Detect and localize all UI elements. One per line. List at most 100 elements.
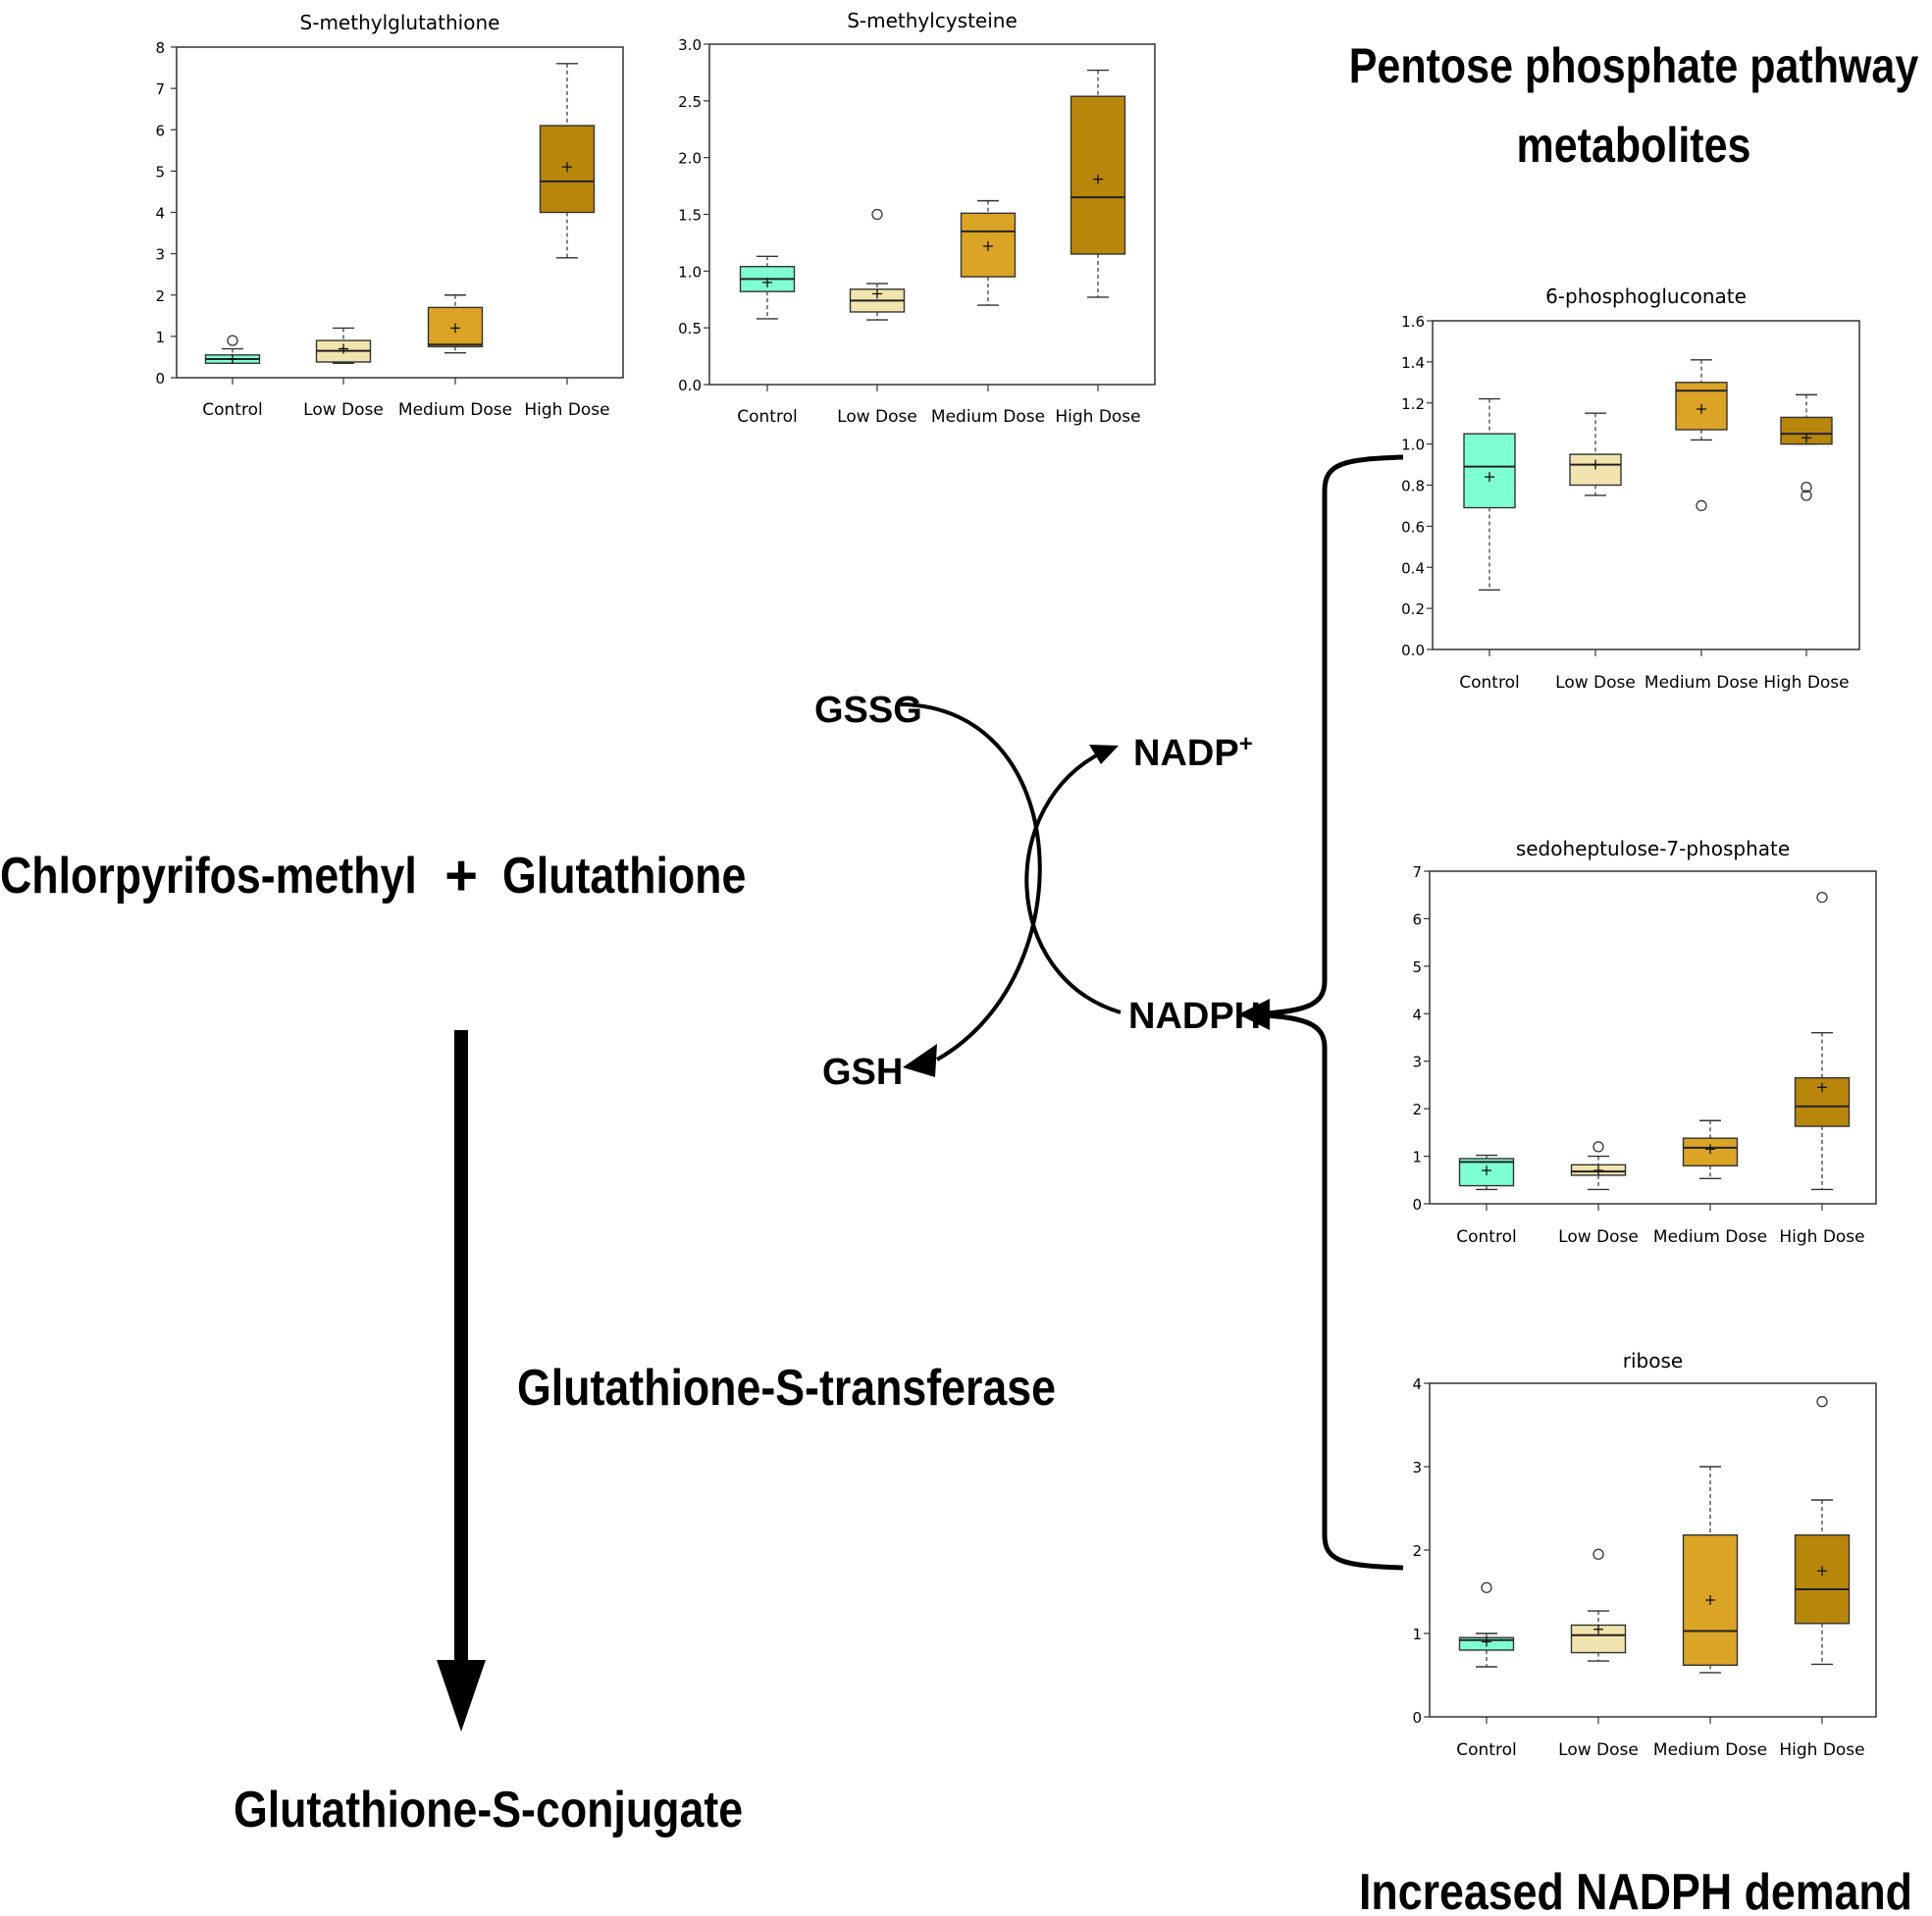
outlier-point	[1816, 1396, 1828, 1408]
box-iqr	[1794, 1533, 1851, 1625]
x-tick-label: Medium Dose	[1653, 1740, 1767, 1760]
footer-label: Increased NADPH demand	[1359, 1864, 1912, 1916]
y-tick-label: 1	[155, 329, 165, 346]
reactant-glutathione: Glutathione	[502, 848, 746, 905]
y-tick-label: 0.4	[1401, 559, 1425, 577]
outlier-point	[1593, 1548, 1604, 1560]
x-tick-label: High Dose	[1779, 1740, 1864, 1760]
y-tick-label: 0.5	[678, 320, 702, 337]
outlier-point	[1801, 490, 1812, 501]
x-tick-label: Low Dose	[303, 400, 384, 420]
chart-title: S-methylglutathione	[300, 11, 500, 34]
y-tick-label: 8	[155, 39, 165, 57]
enzyme-label: Glutathione-S-transferase	[517, 1360, 1056, 1417]
nadp-superscript: +	[1239, 731, 1253, 757]
y-tick-label: 0.0	[1401, 642, 1425, 659]
y-tick-label: 0.0	[678, 377, 702, 394]
y-tick-label: 1.4	[1401, 354, 1425, 372]
x-tick-label: Low Dose	[1558, 1740, 1639, 1760]
chart-title: S-methylcysteine	[847, 9, 1018, 32]
plus-sign: +	[444, 844, 478, 907]
y-tick-label: 3	[1412, 1054, 1422, 1071]
nadph-to-nadp-arrow	[1024, 750, 1122, 1014]
x-tick-label: High Dose	[1055, 407, 1140, 427]
outlier-point	[227, 335, 238, 346]
chart-title: 6-phosphogluconate	[1545, 285, 1747, 308]
y-tick-label: 4	[155, 205, 165, 223]
x-tick-label: High Dose	[524, 400, 609, 420]
x-tick-label: High Dose	[1779, 1227, 1864, 1247]
x-tick-label: Low Dose	[1555, 673, 1636, 693]
chart-s-methylcysteine: S-methylcysteine 0.0 0.5 1.0 1.5 2.0 2.5 3.0 Con…	[678, 9, 1156, 427]
outlier-point	[1481, 1581, 1492, 1593]
y-tick-label: 1.2	[1401, 395, 1425, 413]
y-tick-label: 6	[155, 122, 165, 139]
y-tick-label: 1.6	[1401, 313, 1425, 331]
reaction-arrow-shaft	[454, 1030, 468, 1668]
y-tick-label: 1	[1412, 1149, 1422, 1166]
reaction-arrow-head	[437, 1660, 486, 1732]
y-tick-label: 0	[1412, 1196, 1422, 1214]
pathway-title-line1: Pentose phosphate pathway	[1349, 38, 1919, 93]
gsh-arrowhead	[903, 1044, 937, 1077]
nadph-label: NADPH	[1128, 996, 1261, 1037]
chart-sedoheptulose-7-phosphate: sedoheptulose-7-phosphate 0 1 2 3 4 5 6 7 Control…	[1412, 837, 1877, 1247]
outlier-point	[871, 208, 883, 221]
y-tick-label: 2.0	[678, 150, 702, 168]
y-tick-label: 1.0	[1401, 437, 1425, 454]
y-tick-label: 5	[155, 163, 165, 181]
outlier-point	[1696, 499, 1707, 512]
y-tick-label: 5	[1412, 958, 1422, 976]
reactant-chlorpyrifos-methyl: Chlorpyrifos-methyl	[0, 848, 417, 905]
y-tick-label: 0.6	[1401, 518, 1425, 536]
y-tick-label: 1	[1412, 1626, 1422, 1643]
chart-ribose: ribose 0 1 2 3 4 Control Low Dose Medium Dose Hig…	[1412, 1349, 1877, 1760]
x-tick-label: Control	[202, 400, 262, 420]
nadp-text: NADP	[1133, 733, 1239, 774]
y-tick-label: 1.0	[678, 263, 702, 281]
chart-s-methylglutathione: S-methylglutathione 0 1 2 3 4 5 6 7 8 Control Low D…	[155, 11, 624, 420]
x-tick-label: Control	[1459, 673, 1519, 693]
box-iqr	[1569, 453, 1622, 487]
chart-frame	[1429, 870, 1877, 1205]
gssg-label: GSSG	[814, 690, 922, 731]
x-tick-label: Medium Dose	[1653, 1227, 1767, 1247]
y-tick-label: 4	[1412, 1006, 1422, 1023]
x-tick-label: Control	[1456, 1227, 1516, 1247]
y-tick-label: 1.5	[678, 207, 702, 225]
outlier-point	[1593, 1141, 1604, 1153]
y-tick-label: 0	[155, 370, 165, 388]
x-tick-label: Medium Dose	[1645, 673, 1758, 693]
chart-title: ribose	[1623, 1349, 1683, 1372]
y-tick-label: 0.2	[1401, 600, 1425, 618]
x-tick-label: Medium Dose	[398, 400, 512, 420]
outlier-point	[1801, 481, 1812, 493]
box-iqr	[1780, 416, 1833, 445]
outlier-point	[1816, 891, 1828, 904]
gssg-to-gsh-arrow	[900, 702, 1042, 1062]
y-tick-label: 0.8	[1401, 478, 1425, 495]
pathway-title-line2: metabolites	[1517, 118, 1751, 173]
x-tick-label: Low Dose	[837, 407, 917, 427]
y-tick-label: 3	[155, 246, 165, 264]
y-tick-label: 4	[1412, 1375, 1422, 1393]
y-tick-label: 3	[1412, 1459, 1422, 1476]
y-tick-label: 2	[1412, 1101, 1422, 1118]
y-tick-label: 7	[155, 80, 165, 98]
nadp-label: NADP+	[1133, 731, 1253, 774]
product-label: Glutathione-S-conjugate	[234, 1782, 743, 1838]
y-tick-label: 2	[1412, 1542, 1422, 1560]
y-tick-label: 0	[1412, 1709, 1422, 1727]
y-tick-label: 3.0	[678, 36, 702, 54]
x-tick-label: Control	[737, 407, 797, 427]
y-tick-label: 7	[1412, 863, 1422, 881]
nadph-arrowhead	[1238, 999, 1270, 1030]
x-tick-label: Control	[1456, 1740, 1516, 1760]
y-tick-label: 6	[1412, 910, 1422, 928]
y-tick-label: 2.5	[678, 93, 702, 111]
chart-6-phosphogluconate: 6-phosphogluconate 0.0 0.2 0.4 0.6 0.8 1.0 1.2 1…	[1401, 285, 1860, 693]
x-tick-label: Medium Dose	[931, 407, 1045, 427]
x-tick-label: Low Dose	[1558, 1227, 1639, 1247]
box-iqr	[1463, 433, 1516, 509]
